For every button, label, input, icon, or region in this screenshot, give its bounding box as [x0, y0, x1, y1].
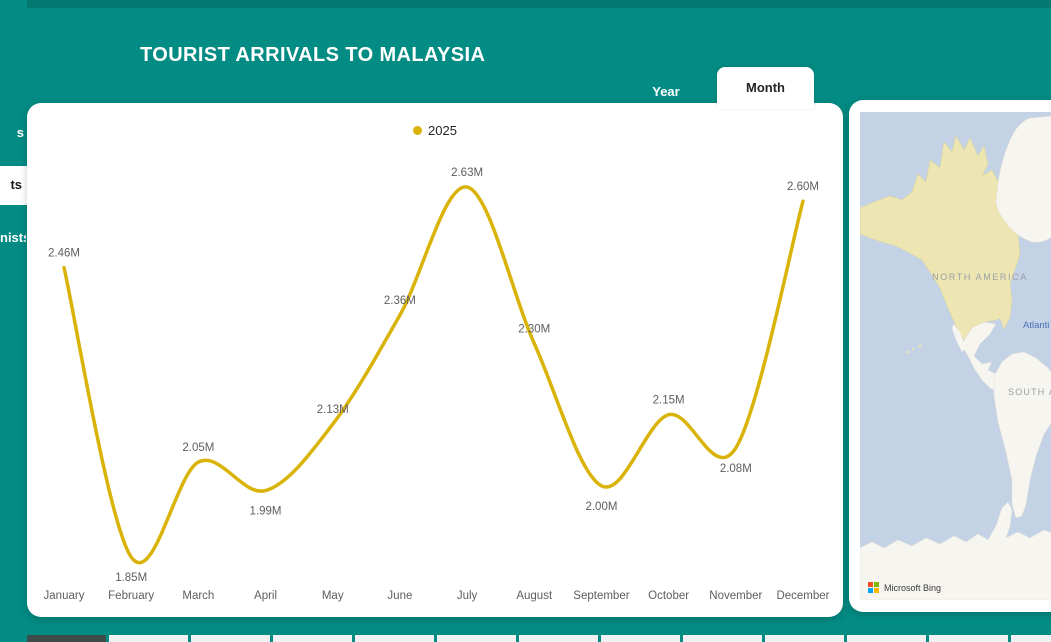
x-axis-label-july: July — [457, 590, 478, 602]
map-hawaii-dot — [905, 350, 909, 354]
map-attribution-text: Microsoft Bing — [884, 582, 942, 593]
map-antarctica-shape — [860, 501, 1051, 600]
bottom-slicer-cell-2[interactable] — [109, 635, 188, 642]
data-label-october: 2.15M — [653, 395, 685, 407]
bottom-slicer-cell-1[interactable] — [27, 635, 106, 642]
data-label-april: 1.99M — [250, 506, 282, 518]
line-chart-card: 2025 2.46M 1.85M 2.05M 1.99M 2.13M 2.36M 2.63M… — [27, 103, 843, 617]
bottom-slicer-cell-8[interactable] — [601, 635, 680, 642]
map-hawaii-dot — [918, 344, 922, 348]
bottom-slicer-cell-5[interactable] — [355, 635, 434, 642]
bottom-slicer-cell-11[interactable] — [847, 635, 926, 642]
x-axis-label-may: May — [322, 590, 344, 602]
bottom-slicer-cell-3[interactable] — [191, 635, 270, 642]
data-label-february: 1.85M — [115, 572, 147, 584]
map-label-atlantic: Atlanti — [1023, 320, 1049, 331]
sidebar-item-clipped-3[interactable]: nists — [0, 230, 26, 245]
map-canvas: NORTH AMERICA Atlanti SOUTH A — [860, 112, 1051, 600]
map-greenland-shape — [995, 115, 1051, 243]
x-axis-label-september: September — [573, 590, 629, 602]
data-label-july: 2.63M — [451, 167, 483, 179]
x-axis-label-january: January — [44, 590, 85, 602]
data-label-august: 2.30M — [518, 324, 550, 336]
line-series-2025[interactable] — [62, 185, 805, 565]
page-title: TOURIST ARRIVALS TO MALAYSIA — [140, 44, 486, 66]
bottom-slicer-cell-9[interactable] — [683, 635, 762, 642]
x-axis-label-march: March — [182, 590, 214, 602]
map-attribution: Microsoft Bing — [868, 582, 941, 593]
x-axis-label-october: October — [648, 590, 689, 602]
data-label-december: 2.60M — [787, 181, 819, 193]
bottom-slicer-cell-10[interactable] — [765, 635, 844, 642]
tourist-arrivals-line-chart[interactable]: 2.46M 1.85M 2.05M 1.99M 2.13M 2.36M 2.63M 2.30M… — [27, 103, 843, 617]
bottom-slicer-cell-6[interactable] — [437, 635, 516, 642]
legend-series-dot-icon — [413, 126, 423, 135]
month-toggle-button[interactable]: Month — [717, 67, 814, 109]
data-label-january: 2.46M — [48, 248, 80, 260]
x-axis-label-june: June — [387, 590, 412, 602]
bottom-slicer-cell-12[interactable] — [929, 635, 1008, 642]
bottom-slicer-cell-4[interactable] — [273, 635, 352, 642]
map-label-north-america: NORTH AMERICA — [932, 272, 1028, 282]
bottom-slicer-cell-7[interactable] — [519, 635, 598, 642]
map-card: NORTH AMERICA Atlanti SOUTH A Microsoft … — [849, 100, 1051, 612]
microsoft-logo-icon — [868, 582, 879, 593]
map-south-america-shape — [993, 351, 1051, 519]
world-map[interactable]: NORTH AMERICA Atlanti SOUTH A Microsoft … — [860, 112, 1051, 600]
sidebar-item-selected-background[interactable] — [0, 166, 27, 205]
data-label-september: 2.00M — [585, 501, 617, 513]
bottom-slicer-cell-13[interactable] — [1011, 635, 1051, 642]
data-label-may: 2.13M — [317, 404, 349, 416]
data-label-march: 2.05M — [182, 442, 214, 454]
x-axis-label-november: November — [709, 590, 762, 602]
x-axis-label-august: August — [516, 590, 553, 602]
map-hawaii-dot — [911, 347, 915, 351]
map-baja-shape — [952, 324, 966, 352]
top-shade-bar — [27, 0, 1051, 8]
sidebar-item-clipped-2-selected[interactable]: ts — [10, 177, 22, 192]
map-central-america-shape — [961, 321, 1003, 393]
legend-series-label: 2025 — [428, 123, 457, 138]
map-label-south-america: SOUTH A — [1008, 387, 1051, 397]
x-axis-label-february: February — [108, 590, 154, 602]
chart-legend: 2025 — [27, 123, 843, 138]
x-axis-label-december: December — [776, 590, 829, 602]
data-label-june: 2.36M — [384, 295, 416, 307]
bottom-slicer-strip — [27, 635, 1051, 642]
x-axis-label-april: April — [254, 590, 277, 602]
data-label-november: 2.08M — [720, 463, 752, 475]
sidebar-item-clipped-1[interactable]: s — [16, 125, 24, 140]
year-toggle-button[interactable]: Year — [652, 84, 680, 99]
